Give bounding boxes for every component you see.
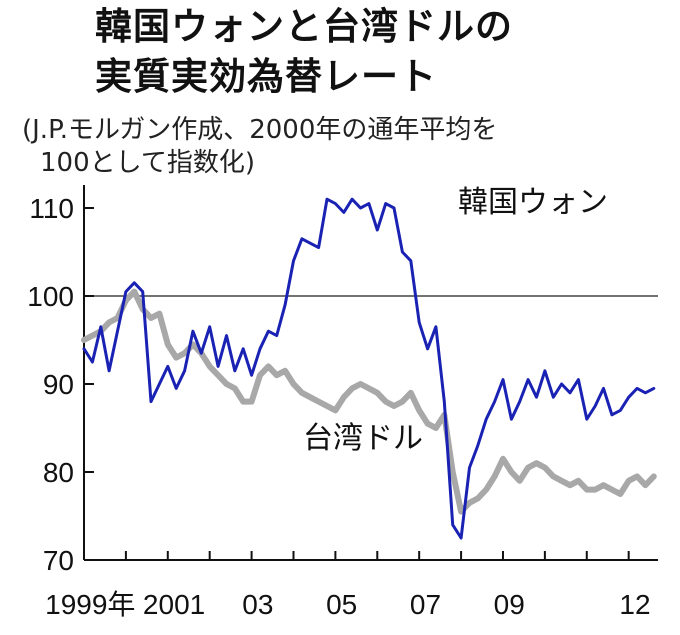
x-tick-label: 12 <box>619 589 650 620</box>
x-tick-label: 03 <box>242 589 273 620</box>
chart-title-line2: 実質実効為替レート <box>95 55 437 98</box>
chart-subtitle-line2: 100として指数化) <box>40 148 255 178</box>
y-tick-label: 100 <box>27 281 74 312</box>
y-tick-label: 90 <box>43 369 74 400</box>
x-tick-label: 05 <box>326 589 357 620</box>
series-label-twd: 台湾ドル <box>303 421 423 456</box>
x-tick-label: 2001 <box>143 589 205 620</box>
series-line-won <box>82 197 656 540</box>
x-tick-label: 1999年 <box>45 589 135 620</box>
y-tick-label: 80 <box>43 457 74 488</box>
x-tick-label: 09 <box>494 589 525 620</box>
series-label-won: 韓国ウォン <box>458 185 608 220</box>
chart-subtitle-line1: (J.P.モルガン作成、2000年の通年平均を <box>22 115 498 145</box>
y-tick-label: 110 <box>29 193 74 224</box>
chart-title-line1: 韓国ウォンと台湾ドルの <box>95 5 513 48</box>
series-line-twd <box>81 288 657 515</box>
x-tick-label: 07 <box>410 589 441 620</box>
y-tick-label: 70 <box>43 545 74 576</box>
